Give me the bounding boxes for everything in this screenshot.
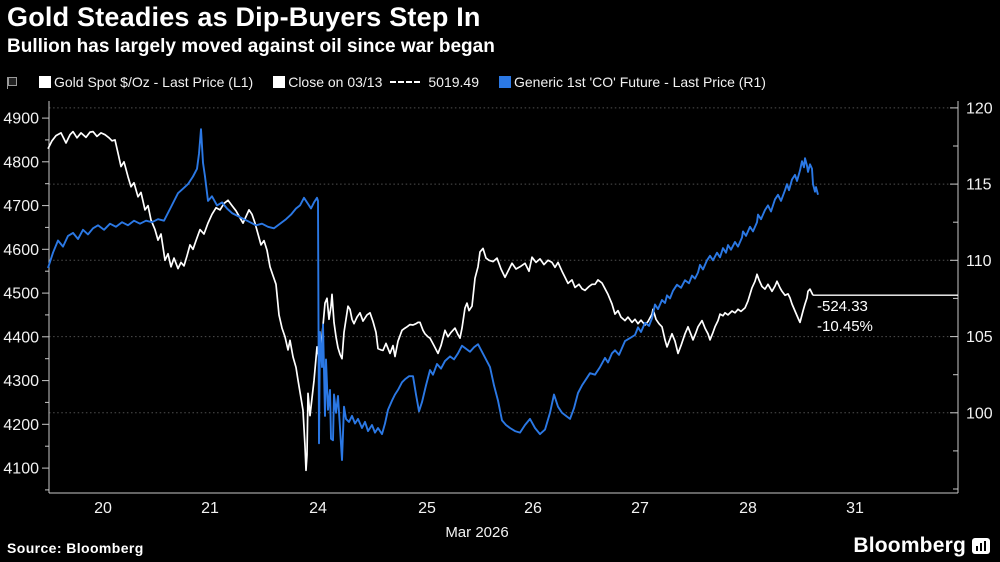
bloomberg-branding: Bloomberg xyxy=(853,534,990,558)
svg-text:115: 115 xyxy=(966,177,992,194)
svg-text:4900: 4900 xyxy=(3,111,39,128)
legend-tracker-icon xyxy=(6,75,17,90)
legend-label-close: Close on 03/13 xyxy=(288,74,383,90)
left-axis: 4900 4800 4700 4600 4500 4400 4300 4200 4100 xyxy=(3,111,49,491)
axes xyxy=(48,101,959,494)
svg-text:31: 31 xyxy=(846,500,864,517)
oil-series-line xyxy=(47,128,819,462)
legend-label-oil: Generic 1st 'CO' Future - Last Price (R1… xyxy=(514,74,766,90)
svg-text:4500: 4500 xyxy=(3,286,39,303)
svg-text:26: 26 xyxy=(524,500,542,517)
svg-text:4300: 4300 xyxy=(3,373,39,390)
svg-text:28: 28 xyxy=(739,500,757,517)
chart-legend: Gold Spot $/Oz - Last Price (L1) Close o… xyxy=(6,74,766,90)
svg-text:21: 21 xyxy=(201,500,219,517)
svg-text:27: 27 xyxy=(631,500,649,517)
svg-text:100: 100 xyxy=(966,405,993,422)
right-axis: 120 115 110 105 100 xyxy=(950,100,993,490)
price-change-pct: -10.45% xyxy=(817,318,873,335)
source-credit: Source: Bloomberg xyxy=(7,540,144,556)
bloomberg-wordmark: Bloomberg xyxy=(853,534,966,557)
gold-series-swatch xyxy=(39,76,51,88)
svg-text:4400: 4400 xyxy=(3,329,39,346)
oil-series-swatch xyxy=(499,76,511,88)
svg-text:4600: 4600 xyxy=(3,242,39,259)
svg-text:110: 110 xyxy=(966,253,992,270)
svg-text:4800: 4800 xyxy=(3,154,39,171)
x-axis: 20 21 24 25 26 27 28 31 Mar 2026 xyxy=(94,500,864,541)
legend-item-gold: Gold Spot $/Oz - Last Price (L1) xyxy=(39,74,253,90)
gold-series-line xyxy=(47,130,814,472)
svg-text:4700: 4700 xyxy=(3,198,39,215)
last-price-annotation: -524.33 -10.45% xyxy=(817,297,873,337)
page-title: Gold Steadies as Dip-Buyers Step In xyxy=(7,2,481,32)
bloomberg-terminal-icon xyxy=(972,538,990,554)
svg-text:20: 20 xyxy=(94,500,112,517)
chart-subtitle: Bullion has largely moved against oil si… xyxy=(7,36,495,57)
svg-text:25: 25 xyxy=(418,500,436,517)
svg-text:Mar 2026: Mar 2026 xyxy=(445,524,508,541)
svg-text:4100: 4100 xyxy=(3,461,39,478)
legend-item-close: Close on 03/13 5019.49 xyxy=(273,74,479,90)
svg-text:120: 120 xyxy=(966,100,993,117)
legend-label-gold: Gold Spot $/Oz - Last Price (L1) xyxy=(54,74,254,90)
dashed-line-icon xyxy=(390,81,421,83)
svg-text:4200: 4200 xyxy=(3,417,39,434)
legend-close-value: 5019.49 xyxy=(428,74,479,90)
price-change: -524.33 xyxy=(817,298,868,315)
svg-text:24: 24 xyxy=(309,500,327,517)
close-line-swatch xyxy=(273,76,286,88)
svg-text:105: 105 xyxy=(966,329,993,346)
legend-item-oil: Generic 1st 'CO' Future - Last Price (R1… xyxy=(499,74,766,90)
